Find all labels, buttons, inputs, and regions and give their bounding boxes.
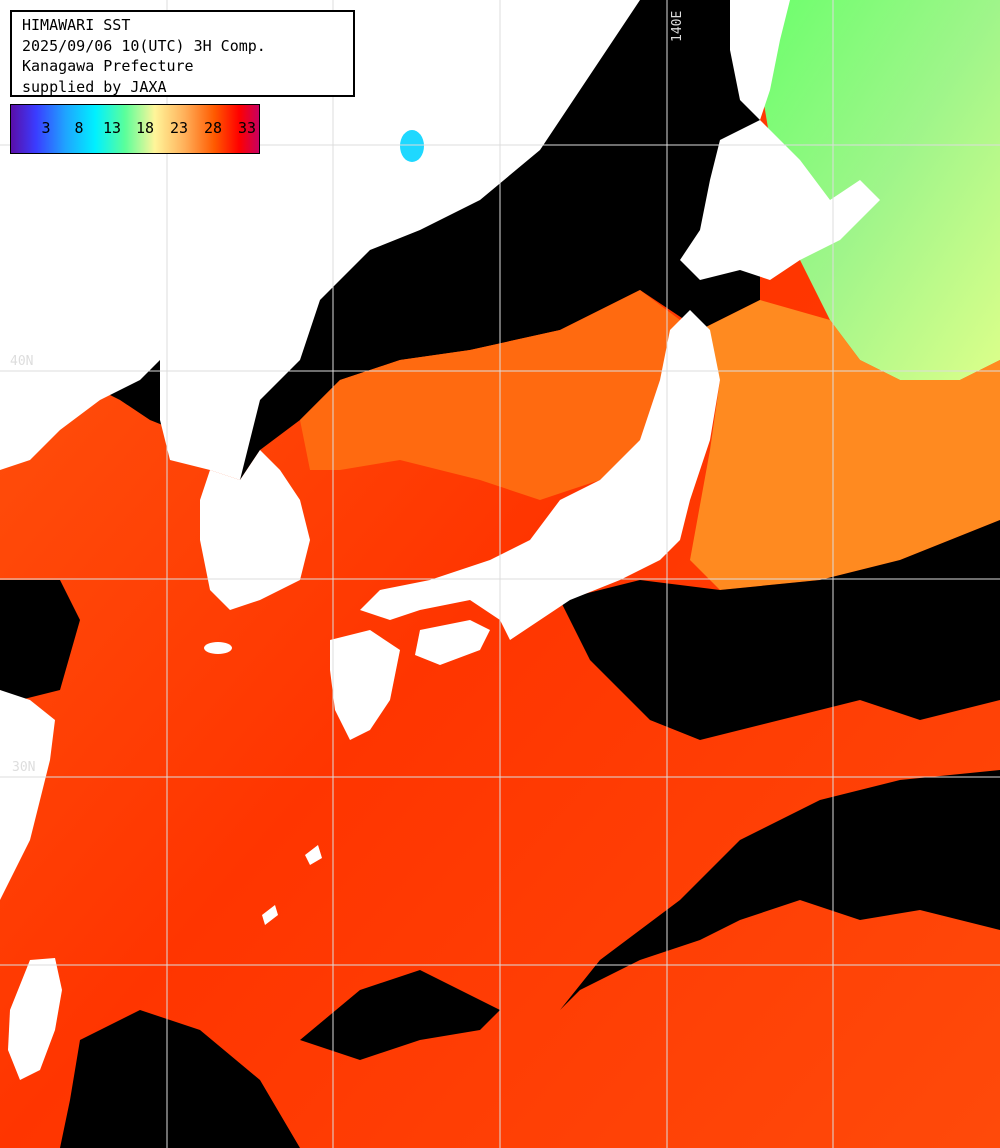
- land-jeju: [204, 642, 232, 654]
- cloud-band-se: [560, 770, 1000, 1010]
- grid-label-40n: 40N: [10, 354, 34, 369]
- cloud-south-mid: [300, 970, 500, 1060]
- colorbar-tick-18: 18: [135, 119, 155, 137]
- cloud-southwest: [60, 1010, 300, 1148]
- cool-sea-ne: [760, 0, 1000, 380]
- title-line-datetime: 2025/09/06 10(UTC) 3H Comp.: [22, 36, 266, 55]
- colorbar-tick-13: 13: [102, 119, 122, 137]
- land-korea: [200, 450, 310, 610]
- land-sakhalin: [730, 0, 790, 120]
- mid-sea-japan-sea: [300, 290, 680, 500]
- title-line-source-org: Kanagawa Prefecture: [22, 57, 194, 75]
- land-taiwan: [8, 958, 62, 1080]
- title-block: HIMAWARI SST 2025/09/06 10(UTC) 3H Comp.…: [10, 10, 355, 97]
- land-china-coast: [0, 690, 55, 900]
- land-honshu: [360, 310, 720, 640]
- cloud-west: [0, 580, 80, 700]
- colorbar-tick-23: 23: [169, 119, 189, 137]
- title-line-product: HIMAWARI SST: [22, 16, 131, 34]
- cloud-east: [560, 520, 1000, 740]
- colorbar-tick-8: 8: [74, 119, 84, 137]
- grid-label-140e: 140E: [670, 10, 685, 42]
- land-shikoku: [415, 620, 490, 665]
- land-ryukyu: [262, 845, 322, 925]
- title-line-supplier: supplied by JAXA: [22, 77, 167, 96]
- colorbar-tick-33: 33: [237, 119, 257, 137]
- temperature-colorbar: 3 8 13 18 23 28 33: [10, 104, 260, 154]
- land-kyushu: [330, 630, 400, 740]
- grid-label-30n: 30N: [12, 760, 36, 775]
- land-ulleung: [400, 130, 424, 162]
- colorbar-tick-3: 3: [41, 119, 51, 137]
- land-hokkaido: [680, 120, 880, 280]
- mid-sea-east: [690, 300, 1000, 590]
- colorbar-tick-28: 28: [203, 119, 223, 137]
